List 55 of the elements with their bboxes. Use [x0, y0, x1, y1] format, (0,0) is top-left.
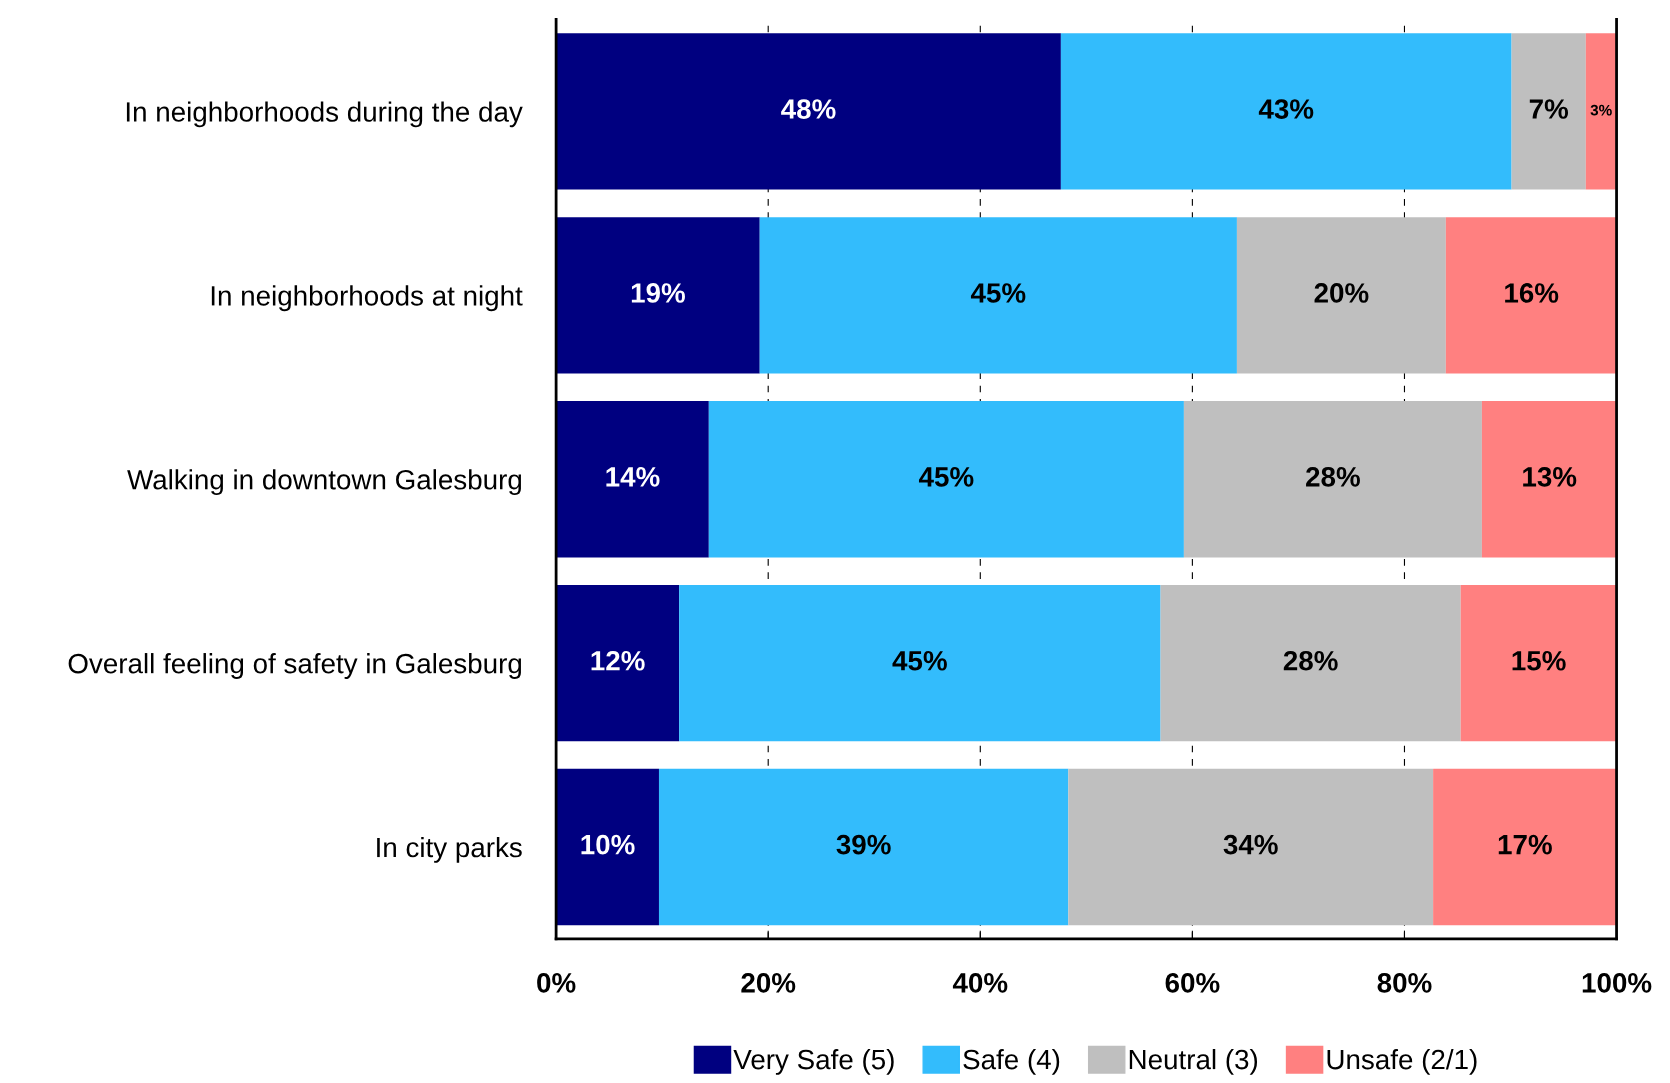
- data-label: 34%: [1223, 834, 1278, 855]
- bar: [1511, 33, 1586, 190]
- x-tick-label: 20%: [741, 973, 796, 993]
- bar: [1236, 217, 1446, 374]
- bar: [556, 401, 709, 558]
- bar: [759, 217, 1237, 374]
- data-label: 45%: [918, 467, 974, 487]
- bar: [1481, 401, 1617, 558]
- x-tick-label: 60%: [1165, 973, 1220, 993]
- data-label: 13%: [1523, 467, 1577, 487]
- bar: [556, 217, 760, 374]
- y-tick-label: In city parks: [377, 836, 522, 863]
- bar: [1433, 768, 1617, 926]
- bar: [556, 33, 1061, 190]
- bar: [1060, 33, 1512, 190]
- data-label: 28%: [1283, 650, 1338, 671]
- data-label: 3%: [1590, 104, 1612, 116]
- y-tick-label: In neighborhoods at night: [211, 285, 523, 312]
- bar: [1160, 584, 1461, 742]
- bar: [1068, 768, 1434, 926]
- legend-label: Unsafe (2/1): [1327, 1048, 1477, 1075]
- bar: [1585, 33, 1617, 190]
- x-tick-label: 40%: [952, 973, 1008, 993]
- bar: [658, 768, 1069, 926]
- legend-label: Very Safe (5): [733, 1048, 894, 1075]
- data-label: 19%: [631, 283, 685, 303]
- bar: [679, 584, 1161, 742]
- data-label: 45%: [892, 650, 947, 671]
- bar: [1445, 217, 1617, 374]
- y-tick-label: Overall feeling of safety in Galesburg: [68, 653, 522, 679]
- data-label: 15%: [1512, 650, 1566, 671]
- data-label: 28%: [1306, 467, 1360, 487]
- data-label: 48%: [781, 99, 836, 119]
- x-tick-label: 80%: [1377, 973, 1432, 993]
- data-label: 12%: [591, 650, 645, 671]
- bar: [556, 584, 680, 742]
- data-label: 17%: [1498, 834, 1552, 855]
- bar: [1460, 584, 1617, 742]
- bar: [708, 401, 1184, 558]
- data-label: 20%: [1314, 283, 1369, 303]
- y-tick-label: Walking in downtown Galesburg: [127, 469, 522, 496]
- x-tick-label: 0%: [537, 973, 576, 993]
- data-label: 43%: [1258, 99, 1314, 119]
- bar: [556, 768, 659, 926]
- legend-label: Safe (4): [963, 1048, 1060, 1075]
- legend-label: Neutral (3): [1129, 1048, 1258, 1075]
- bar: [1183, 401, 1482, 558]
- data-label: 10%: [581, 834, 635, 855]
- data-label: 39%: [836, 834, 891, 855]
- x-tick-label: 100%: [1582, 973, 1652, 993]
- y-tick-label: In neighborhoods during the day: [126, 101, 523, 128]
- data-label: 14%: [606, 467, 660, 487]
- data-label: 7%: [1529, 99, 1569, 119]
- data-label: 45%: [970, 283, 1026, 303]
- data-label: 16%: [1505, 283, 1559, 303]
